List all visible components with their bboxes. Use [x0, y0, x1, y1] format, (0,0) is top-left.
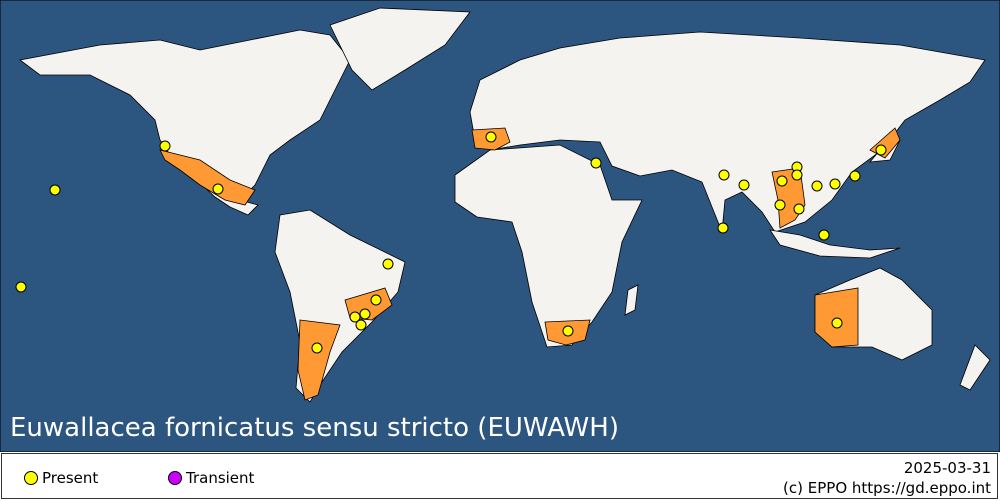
present-point: [717, 222, 729, 234]
transient-marker-icon: [168, 471, 182, 485]
legend-label: Transient: [186, 469, 255, 487]
new-zealand: [959, 344, 991, 391]
eurasia: [469, 31, 986, 233]
legend: Present Transient 2025-03-31 (c) EPPO ht…: [1, 453, 998, 499]
present-point: [811, 180, 823, 192]
present-point: [311, 342, 323, 354]
present-point: [49, 184, 61, 196]
present-point: [791, 169, 803, 181]
present-point: [849, 170, 861, 182]
present-point: [875, 144, 887, 156]
legend-item-transient: Transient: [168, 469, 254, 487]
madagascar: [624, 284, 639, 316]
present-point: [793, 203, 805, 215]
present-point: [590, 157, 602, 169]
present-marker-icon: [24, 471, 38, 485]
map-date: 2025-03-31: [903, 459, 991, 477]
argentina: [297, 319, 341, 401]
present-point: [562, 325, 574, 337]
present-point: [738, 179, 750, 191]
present-point: [718, 169, 730, 181]
present-point: [774, 199, 786, 211]
mexico: [159, 149, 256, 206]
map-title: Euwallacea fornicatus sensu stricto (EUW…: [10, 413, 619, 443]
legend-label: Present: [42, 469, 99, 487]
world-map: [0, 0, 1000, 452]
africa: [454, 144, 643, 348]
present-point: [485, 131, 497, 143]
present-point: [776, 175, 788, 187]
copyright: (c) EPPO https://gd.eppo.int: [783, 479, 991, 497]
present-point: [359, 308, 371, 320]
present-point: [15, 281, 27, 293]
present-point: [818, 229, 830, 241]
present-point: [349, 311, 361, 323]
present-point: [831, 317, 843, 329]
present-point: [382, 258, 394, 270]
greenland: [329, 7, 471, 91]
indonesia: [769, 229, 901, 259]
present-point: [370, 294, 382, 306]
western-australia: [814, 287, 859, 348]
present-point: [159, 140, 171, 152]
present-point: [212, 183, 224, 195]
present-point: [355, 319, 367, 331]
legend-item-present: Present: [24, 469, 98, 487]
present-point: [829, 178, 841, 190]
